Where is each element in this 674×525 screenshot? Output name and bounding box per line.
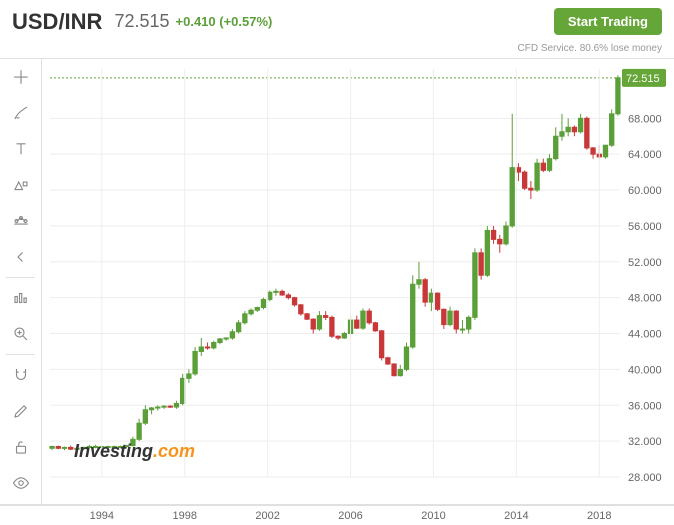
pattern-icon[interactable]	[0, 203, 41, 239]
x-tick: 1998	[172, 510, 196, 522]
zoom-in-icon[interactable]	[0, 316, 41, 352]
eye-icon[interactable]	[0, 465, 41, 501]
svg-text:44.000: 44.000	[628, 329, 662, 341]
svg-text:48.000: 48.000	[628, 293, 662, 305]
current-price: 72.515	[114, 11, 169, 32]
svg-text:64.000: 64.000	[628, 149, 662, 161]
crosshair-icon[interactable]	[0, 59, 41, 95]
header: USD/INR 72.515 +0.410 (+0.57%) Start Tra…	[0, 0, 674, 43]
chart-area[interactable]: 28.000 32.000 36.000 40.000 44.000 48.000 52.0…	[42, 59, 674, 504]
x-tick: 1994	[90, 510, 114, 522]
back-arrow-icon[interactable]	[0, 239, 41, 275]
svg-text:36.000: 36.000	[628, 400, 662, 412]
magnet-icon[interactable]	[0, 357, 41, 393]
edit-icon[interactable]	[0, 393, 41, 429]
candlestick-chart: 28.000 32.000 36.000 40.000 44.000 48.000 52.0…	[42, 59, 674, 504]
text-icon[interactable]	[0, 131, 41, 167]
x-tick: 2018	[587, 510, 611, 522]
shapes-icon[interactable]	[0, 167, 41, 203]
x-tick: 2014	[504, 510, 528, 522]
svg-text:52.000: 52.000	[628, 257, 662, 269]
disclaimer-text: CFD Service. 80.6% lose money	[0, 43, 674, 58]
x-tick: 2006	[338, 510, 362, 522]
drawing-toolbar	[0, 59, 42, 504]
svg-text:40.000: 40.000	[628, 364, 662, 376]
svg-text:72.515: 72.515	[626, 73, 660, 85]
pair-symbol: USD/INR	[12, 9, 102, 35]
svg-text:60.000: 60.000	[628, 185, 662, 197]
svg-text:56.000: 56.000	[628, 221, 662, 233]
svg-text:32.000: 32.000	[628, 436, 662, 448]
x-tick: 2010	[421, 510, 445, 522]
indicators-icon[interactable]	[0, 280, 41, 316]
svg-text:28.000: 28.000	[628, 472, 662, 484]
start-trading-button[interactable]: Start Trading	[554, 8, 662, 35]
svg-text:68.000: 68.000	[628, 113, 662, 125]
brush-icon[interactable]	[0, 95, 41, 131]
price-change: +0.410 (+0.57%)	[176, 14, 273, 29]
x-axis: 1994 1998 2002 2006 2010 2014 2018	[0, 505, 674, 525]
lock-icon[interactable]	[0, 429, 41, 465]
x-tick: 2002	[255, 510, 279, 522]
